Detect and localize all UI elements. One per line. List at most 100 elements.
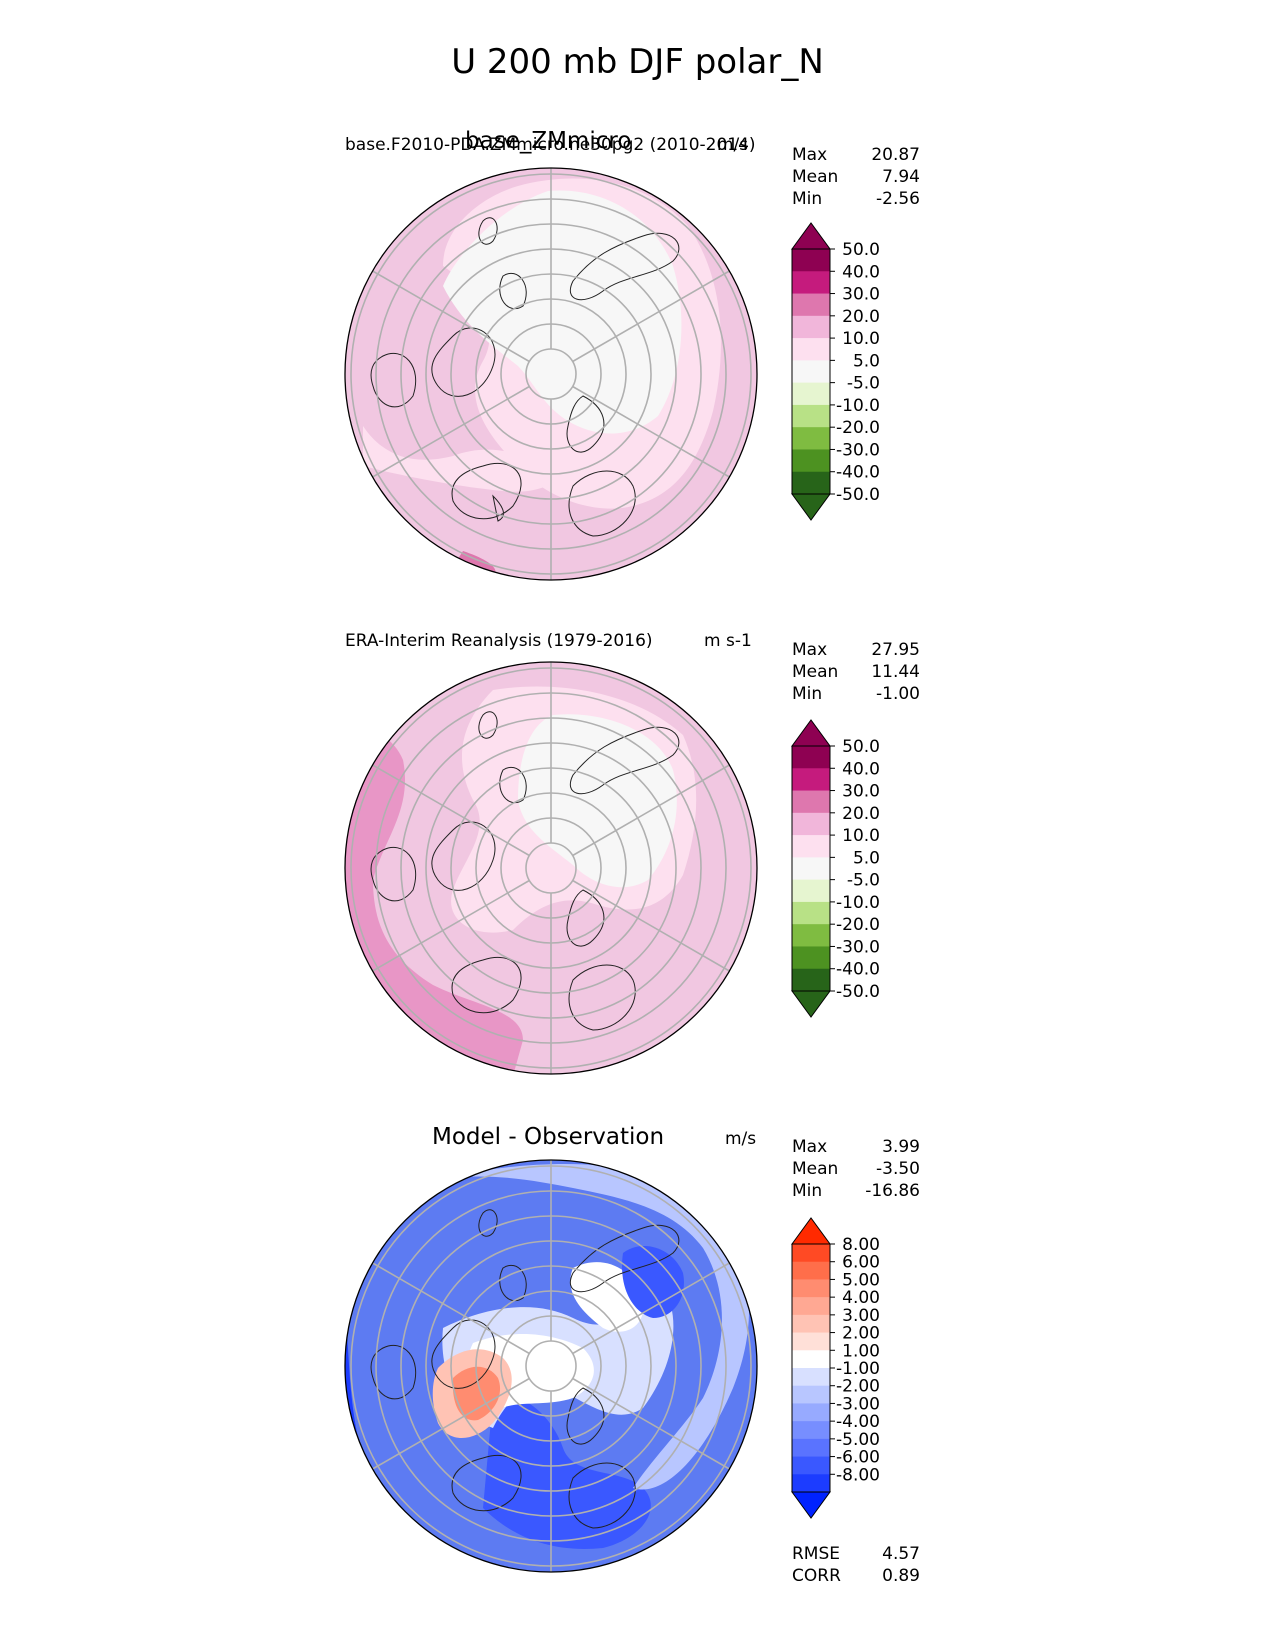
- stat-corr-value: 0.89: [882, 1566, 920, 1586]
- colorbar-extend-bottom: [791, 990, 831, 1018]
- stat-mean-label: Mean: [792, 1159, 839, 1179]
- colorbar-tick-label: -30.0: [836, 440, 880, 460]
- colorbar-swatch: [792, 404, 830, 428]
- colorbar-tick-label: -10.0: [836, 396, 880, 416]
- meridian-line: [368, 385, 530, 480]
- stat-min-label: Min: [792, 684, 823, 704]
- colorbar-tick-label: 5.0: [853, 351, 880, 371]
- colorbar-extend-top: [791, 719, 831, 747]
- colorbar-swatch: [792, 1456, 830, 1475]
- colorbar-swatch: [792, 271, 830, 295]
- meridian-line: [368, 879, 530, 974]
- colorbar-tick-label: -40.0: [836, 463, 880, 483]
- colorbar-tick-label: 40.0: [842, 759, 880, 779]
- colorbar-swatch: [792, 946, 830, 970]
- field-contour-light-2: [363, 426, 560, 492]
- colorbar-swatch: [792, 1421, 830, 1440]
- panel-2-left-label: ERA-Interim Reanalysis (1979-2016): [345, 631, 653, 651]
- colorbar-extend-bottom: [791, 1491, 831, 1519]
- colorbar-swatch: [792, 1368, 830, 1387]
- colorbar-tick-label: -40.0: [836, 960, 880, 980]
- colorbar-extend-bottom: [791, 493, 831, 521]
- panel-3-colorbar: 8.006.005.004.003.002.001.00-1.00-2.00-3…: [791, 1217, 880, 1519]
- colorbar-tick-label: -1.00: [836, 1359, 880, 1379]
- colorbar-swatch: [792, 1332, 830, 1351]
- colorbar-swatch: [792, 1438, 830, 1458]
- colorbar-tick-label: 10.0: [842, 826, 880, 846]
- stat-rmse-value: 4.57: [882, 1544, 920, 1564]
- colorbar-swatch: [792, 293, 830, 317]
- colorbar-tick-label: 8.00: [842, 1235, 880, 1255]
- panel-2-units: m s-1: [704, 631, 752, 651]
- colorbar-tick-label: -50.0: [836, 982, 880, 1002]
- stat-corr-label: CORR: [792, 1566, 841, 1586]
- colorbar-swatch: [792, 901, 830, 925]
- colorbar-swatch: [792, 1297, 830, 1316]
- stat-mean-label: Mean: [792, 662, 839, 682]
- graticule: [350, 168, 752, 580]
- colorbar-tick-label: -30.0: [836, 937, 880, 957]
- colorbar-tick-label: 30.0: [842, 285, 880, 305]
- colorbar-swatch: [792, 471, 830, 495]
- map-boundary: [344, 167, 758, 581]
- meridian-line: [572, 268, 734, 363]
- colorbar-swatch: [792, 1385, 830, 1404]
- colorbar-tick-label: 20.0: [842, 307, 880, 327]
- colorbar-tick-label: -20.0: [836, 418, 880, 438]
- stat-mean-value: 7.94: [882, 167, 920, 187]
- panel-1-left-label: base.F2010-PDA.ZMmicro.ne30pg2 (2010-201…: [345, 135, 756, 155]
- field-contour-blue: [483, 1396, 651, 1549]
- colorbar-swatch: [792, 857, 830, 881]
- panel-1-map: [344, 167, 758, 581]
- colorbar-swatch: [792, 315, 830, 339]
- colorbar-extend-top: [791, 222, 831, 250]
- stat-mean-value: 11.44: [871, 662, 920, 682]
- colorbar-swatch: [792, 835, 830, 858]
- colorbar-swatch: [792, 1314, 830, 1334]
- panel-3-stats: Max 3.99 Mean -3.50 Min -16.86: [792, 1136, 920, 1202]
- graticule: [350, 662, 752, 1074]
- meridian-line: [572, 385, 734, 480]
- colorbar-swatch: [792, 1474, 830, 1493]
- colorbar-swatch: [792, 338, 830, 361]
- panel-3-title: Model - Observation: [432, 1124, 665, 1150]
- colorbar-swatch: [792, 249, 830, 272]
- colorbar-tick-label: -2.00: [836, 1377, 880, 1397]
- panel-2-map: [344, 661, 758, 1075]
- colorbar-swatch: [792, 382, 830, 406]
- colorbar-tick-label: -3.00: [836, 1394, 880, 1414]
- colorbar-tick-label: -5.0: [847, 374, 880, 394]
- stat-max-label: Max: [792, 1137, 828, 1157]
- figure-title: U 200 mb DJF polar_N: [451, 42, 824, 82]
- stat-min-value: -2.56: [876, 189, 920, 209]
- meridian-line: [368, 1260, 530, 1355]
- map-boundary: [344, 661, 758, 1075]
- colorbar-swatch: [792, 812, 830, 836]
- stat-min-value: -16.86: [865, 1181, 920, 1201]
- panel-3-map: [344, 1159, 758, 1573]
- colorbar-swatch: [792, 1244, 830, 1263]
- colorbar-frame: [791, 745, 831, 992]
- colorbar-tick-label: 40.0: [842, 262, 880, 282]
- colorbar-swatch: [792, 879, 830, 903]
- stat-max-value: 20.87: [871, 145, 920, 165]
- colorbar-tick-label: -6.00: [836, 1448, 880, 1468]
- map-boundary: [344, 1159, 758, 1573]
- colorbar-swatch: [792, 1279, 830, 1298]
- field-contour-strong: [345, 726, 523, 1074]
- colorbar-tick-label: 10.0: [842, 329, 880, 349]
- stat-max-value: 3.99: [882, 1137, 920, 1157]
- colorbar-swatch: [792, 924, 830, 947]
- stat-mean-label: Mean: [792, 167, 839, 187]
- graticule: [350, 1160, 752, 1572]
- stat-max-label: Max: [792, 145, 828, 165]
- colorbar-swatch: [792, 360, 830, 384]
- colorbar-swatch: [792, 1261, 830, 1280]
- colorbar-frame: [791, 248, 831, 495]
- field-contour-white: [443, 190, 682, 434]
- stat-max-value: 27.95: [871, 640, 920, 660]
- meridian-line: [368, 762, 530, 857]
- colorbar-tick-label: 1.00: [842, 1341, 880, 1361]
- colorbar-tick-label: 3.00: [842, 1306, 880, 1326]
- colorbar-tick-label: 20.0: [842, 804, 880, 824]
